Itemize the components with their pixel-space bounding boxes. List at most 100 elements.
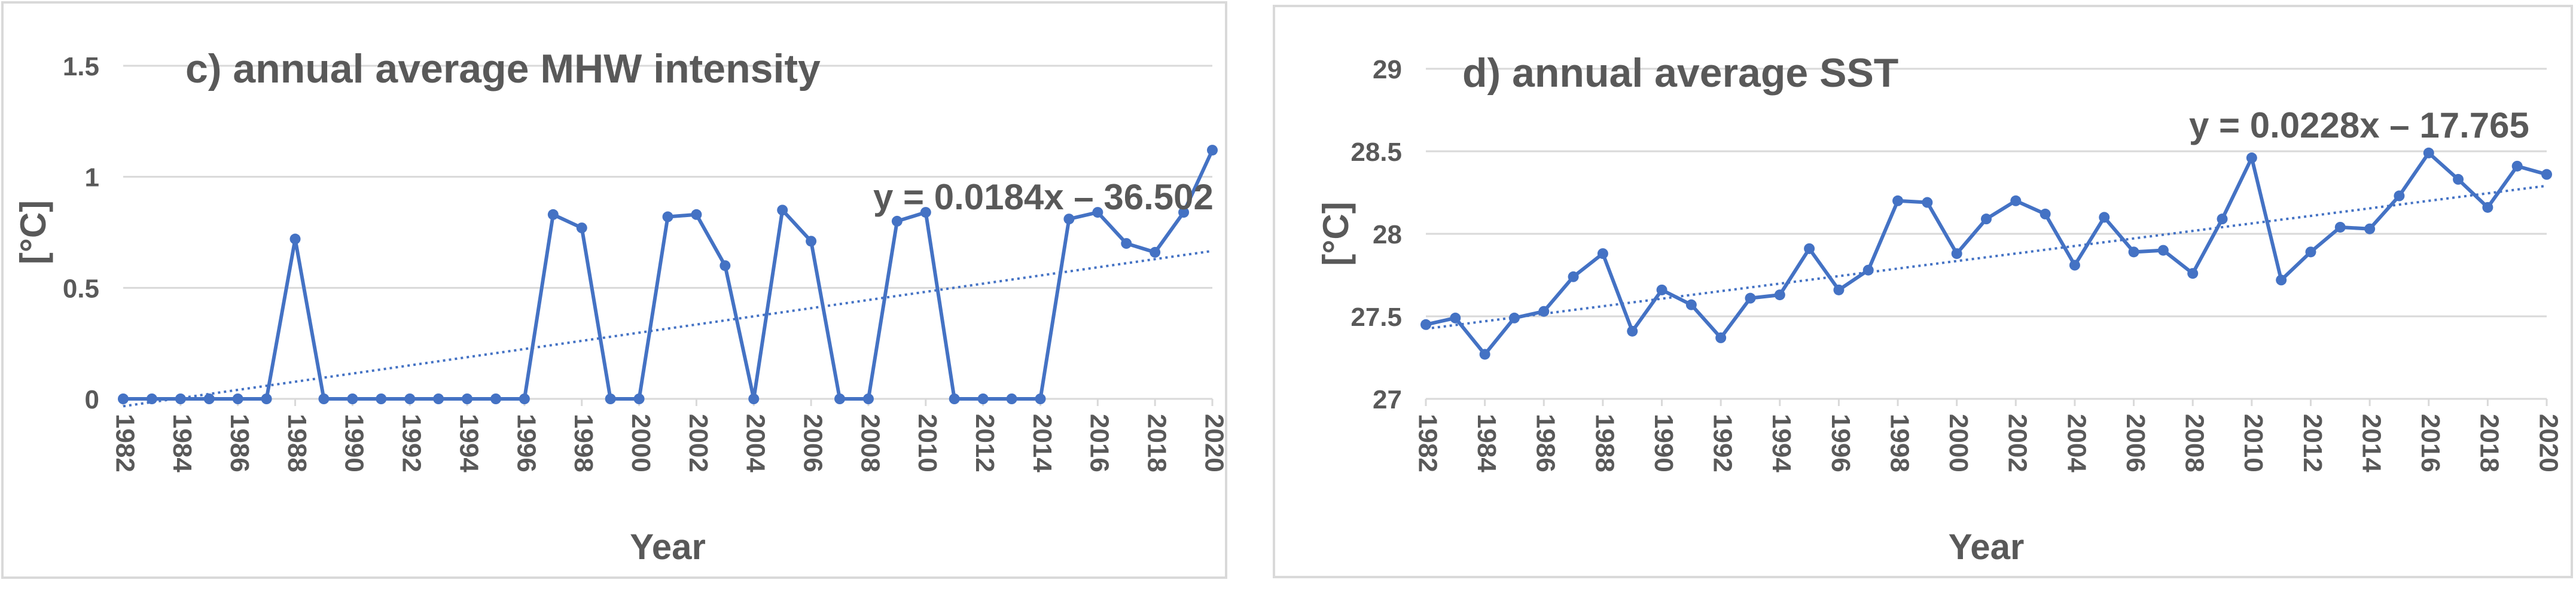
data-point	[1715, 332, 1727, 343]
data-point	[834, 393, 846, 404]
data-point	[1862, 264, 1874, 276]
data-point	[2394, 190, 2405, 202]
x-tick-label: 1986	[1531, 414, 1560, 472]
data-point	[1063, 213, 1075, 225]
data-point	[1150, 246, 1161, 258]
x-tick-label: 1982	[110, 414, 139, 472]
data-point	[1892, 195, 1904, 206]
x-axis-label: Year	[630, 527, 706, 567]
x-tick-label: 1990	[340, 414, 369, 472]
data-point	[2334, 221, 2346, 233]
data-point	[891, 215, 903, 227]
y-tick-label: 1.5	[63, 52, 99, 81]
data-point	[547, 209, 559, 220]
data-point	[2246, 152, 2257, 164]
x-tick-label: 1984	[167, 414, 197, 472]
data-point	[1981, 213, 1992, 225]
x-tick-label: 2006	[798, 414, 827, 472]
x-tick-label: 1996	[1826, 414, 1855, 472]
x-tick-label: 2006	[2121, 414, 2150, 472]
x-tick-label: 2020	[1199, 414, 1228, 472]
y-tick-label: 0	[85, 385, 99, 414]
x-tick-label: 2002	[684, 414, 713, 472]
x-tick-label: 1984	[1472, 414, 1501, 472]
trend-line	[123, 249, 1213, 408]
data-point	[376, 393, 387, 404]
panel	[1273, 5, 2573, 578]
data-point	[2128, 246, 2139, 258]
data-point	[462, 393, 473, 404]
data-point	[1006, 393, 1017, 404]
data-point	[2453, 173, 2464, 185]
y-tick-label: 28.5	[1351, 138, 1402, 167]
x-tick-label: 2004	[2062, 414, 2091, 472]
data-point	[146, 393, 157, 404]
data-point	[1508, 312, 1520, 324]
data-point	[806, 236, 817, 247]
x-tick-label: 1986	[225, 414, 254, 472]
y-axis-label: [°C]	[13, 200, 53, 264]
data-point	[949, 393, 960, 404]
x-tick-label: 2016	[1085, 414, 1114, 472]
data-point	[1804, 243, 1815, 254]
x-tick-label: 1990	[1649, 414, 1678, 472]
data-point	[1627, 325, 1638, 337]
data-point	[1121, 238, 1132, 249]
data-point	[347, 393, 358, 404]
data-point	[2482, 202, 2493, 213]
data-point	[605, 393, 616, 404]
x-tick-label: 1988	[282, 414, 312, 472]
data-point	[1833, 284, 1845, 295]
data-point	[691, 209, 702, 220]
data-point	[118, 393, 129, 404]
x-tick-label: 2014	[2356, 414, 2386, 472]
data-point	[2276, 274, 2287, 286]
x-tick-label: 2014	[1028, 414, 1057, 472]
chart-title: c) annual average MHW intensity	[185, 46, 821, 91]
data-point	[1092, 207, 1103, 218]
data-point	[862, 393, 874, 404]
x-tick-label: 2016	[2416, 414, 2445, 472]
data-point	[977, 393, 989, 404]
x-tick-label: 2000	[626, 414, 656, 472]
data-point	[2423, 147, 2434, 158]
data-point	[2364, 223, 2376, 234]
panel	[1, 1, 1227, 579]
data-point	[748, 393, 760, 404]
data-point	[1685, 299, 1697, 310]
data-point	[1774, 289, 1785, 301]
x-tick-label: 1988	[1590, 414, 1619, 472]
data-point	[2157, 245, 2169, 256]
data-point	[519, 393, 530, 404]
chart-title: d) annual average SST	[1462, 50, 1898, 96]
x-tick-label: 1994	[454, 414, 483, 472]
data-point	[1538, 306, 1550, 317]
data-point	[777, 205, 788, 216]
data-point	[1207, 145, 1218, 156]
data-point	[2511, 160, 2523, 172]
data-point	[318, 393, 330, 404]
data-point	[1568, 271, 1579, 282]
data-point	[2187, 268, 2199, 279]
data-point	[2217, 213, 2228, 225]
data-point	[2010, 195, 2022, 206]
data-point	[433, 393, 444, 404]
y-tick-label: 28	[1373, 220, 1402, 249]
data-point	[1656, 284, 1667, 295]
x-tick-label: 2012	[2298, 414, 2327, 472]
x-tick-label: 2018	[2475, 414, 2504, 472]
x-tick-label: 2008	[2180, 414, 2209, 472]
x-tick-label: 2000	[1944, 414, 1973, 472]
data-point	[203, 393, 215, 404]
x-tick-label: 1996	[511, 414, 541, 472]
data-point	[662, 211, 673, 222]
data-point	[1420, 319, 1431, 330]
data-point	[232, 393, 243, 404]
x-tick-label: 2010	[913, 414, 942, 472]
data-point	[1922, 197, 1933, 208]
y-tick-label: 27	[1373, 385, 1402, 414]
x-tick-label: 2018	[1142, 414, 1172, 472]
data-point	[1035, 393, 1046, 404]
data-point	[289, 233, 301, 245]
data-point	[2069, 260, 2080, 271]
